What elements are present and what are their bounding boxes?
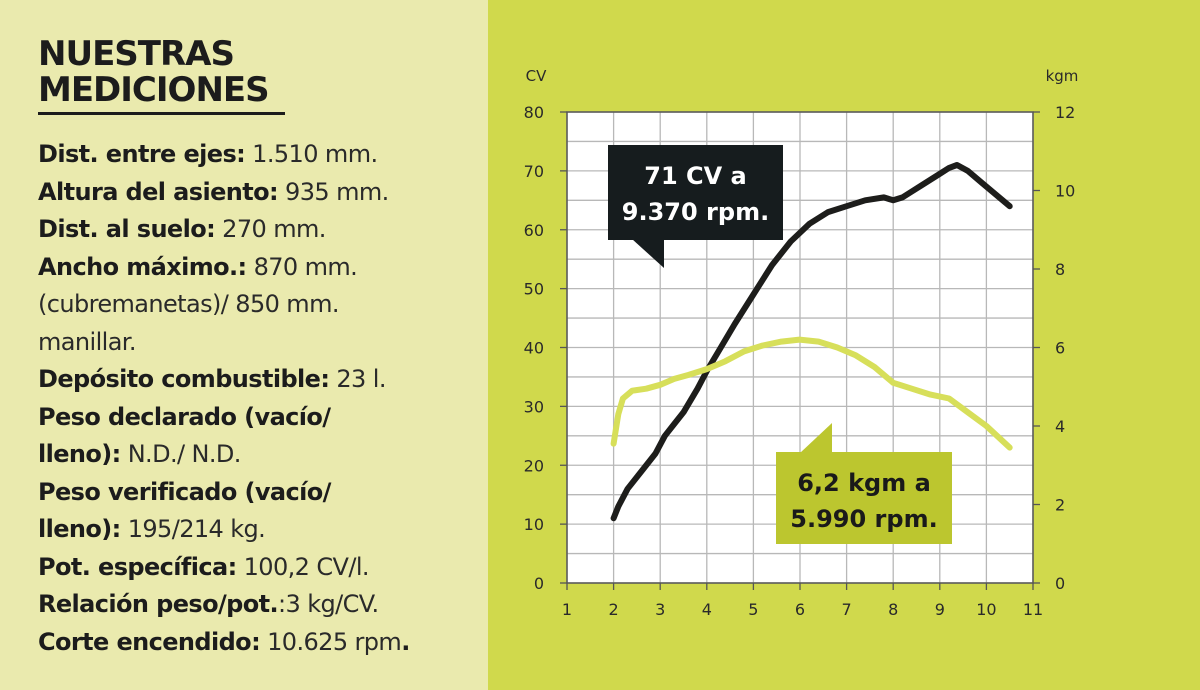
spec-value: (cubremanetas)/ 850 mm. — [38, 290, 340, 318]
x-tick-label: 9 — [935, 600, 945, 619]
x-tick-label: 2 — [609, 600, 619, 619]
spec-value: 270 mm. — [215, 215, 326, 243]
spec-value: 10.625 rpm — [260, 627, 402, 656]
y-right-axis-label: kgm — [1046, 67, 1079, 85]
spec-label: Ancho máximo.: — [38, 252, 247, 281]
callout-text-line-2: 5.990 rpm. — [790, 505, 937, 533]
callout-box — [608, 145, 783, 240]
y-left-tick-label: 30 — [524, 397, 544, 416]
x-tick-label: 4 — [702, 600, 712, 619]
spec-value: 935 mm. — [278, 177, 389, 206]
power-peak-callout: 71 CV a 9.370 rpm. — [608, 145, 783, 268]
spec-value: :3 kg/CV. — [278, 590, 379, 618]
spec-line: lleno): 195/214 kg. — [38, 511, 484, 549]
spec-label: Peso declarado (vacío/ — [38, 402, 331, 431]
spec-line: Ancho máximo.: 870 mm. — [38, 249, 484, 287]
spec-line: Relación peso/pot.:3 kg/CV. — [38, 586, 484, 624]
spec-line: Altura del asiento: 935 mm. — [38, 174, 484, 212]
x-tick-label: 1 — [562, 600, 572, 619]
spec-line: Pot. específica: 100,2 CV/l. — [38, 549, 484, 587]
spec-label: lleno): — [38, 515, 121, 543]
panel-title: NUESTRAS MEDICIONES — [38, 34, 270, 110]
y-right-tick-label: 12 — [1055, 103, 1075, 122]
panel-title-line-2: MEDICIONES — [38, 70, 270, 110]
spec-line: Dist. entre ejes: 1.510 mm. — [38, 136, 484, 174]
spec-value: manillar. — [38, 327, 137, 356]
y-right-tick-label: 10 — [1055, 182, 1075, 201]
spec-label: Altura del asiento: — [38, 177, 279, 206]
y-left-tick-label: 20 — [524, 456, 544, 475]
spec-line: Depósito combustible: 23 l. — [38, 361, 484, 399]
spec-value: 23 l. — [329, 365, 386, 393]
y-right-tick-label: 4 — [1055, 417, 1065, 436]
spec-line: (cubremanetas)/ 850 mm. — [38, 286, 484, 324]
y-left-tick-label: 70 — [524, 162, 544, 181]
spec-label: Dist. entre ejes: — [38, 140, 246, 168]
y-right-tick-label: 8 — [1055, 260, 1065, 279]
spec-label-tail: . — [401, 627, 410, 656]
y-left-tick-label: 40 — [524, 339, 544, 358]
x-tick-label: 10 — [976, 600, 996, 619]
x-tick-label: 3 — [655, 600, 665, 619]
spec-line: Dist. al suelo: 270 mm. — [38, 211, 484, 249]
y-left-tick-label: 80 — [524, 103, 544, 122]
y-right-tick-label: 6 — [1055, 339, 1065, 358]
x-tick-label: 11 — [1023, 600, 1043, 619]
callout-text-line-1: 6,2 kgm a — [797, 469, 931, 497]
spec-value: 1.510 mm. — [245, 140, 378, 168]
power-curve — [610, 162, 1013, 522]
callout-pointer — [800, 423, 832, 453]
callout-pointer — [632, 239, 664, 268]
spec-label: lleno): — [38, 440, 121, 468]
spec-value: 195/214 kg. — [120, 515, 266, 543]
y-left-axis-label: CV — [526, 67, 547, 85]
x-tick-label: 7 — [842, 600, 852, 619]
spec-label: Relación peso/pot. — [38, 590, 279, 618]
spec-value: 870 mm. — [246, 252, 358, 281]
spec-label: Dist. al suelo: — [38, 215, 216, 243]
spec-label: Corte encendido: — [38, 627, 261, 656]
spec-label: Peso verificado (vacío/ — [38, 477, 331, 506]
measurements-panel: NUESTRAS MEDICIONES Dist. entre ejes: 1.… — [0, 0, 488, 690]
callout-text-line-2: 9.370 rpm. — [622, 198, 769, 226]
x-tick-label: 5 — [748, 600, 758, 619]
y-right-tick-label: 2 — [1055, 496, 1065, 515]
title-underline — [38, 112, 285, 115]
torque-curve — [610, 336, 1013, 451]
spec-line: Peso declarado (vacío/ — [38, 399, 484, 437]
y-left-tick-label: 50 — [524, 280, 544, 299]
y-left-tick-label: 60 — [524, 221, 544, 240]
spec-label: Depósito combustible: — [38, 365, 330, 393]
x-tick-label: 6 — [795, 600, 805, 619]
spec-line: Peso verificado (vacío/ — [38, 474, 484, 512]
spec-line: Corte encendido: 10.625 rpm. — [38, 624, 484, 662]
y-right-tick-label: 0 — [1055, 574, 1065, 593]
y-left-tick-label: 0 — [534, 574, 544, 593]
series-group — [610, 162, 1013, 522]
spec-label: Pot. específica: — [38, 552, 237, 581]
spec-line: lleno): N.D./ N.D. — [38, 436, 484, 474]
spec-line: manillar. — [38, 324, 484, 362]
spec-list: Dist. entre ejes: 1.510 mm. Altura del as… — [38, 136, 484, 661]
panel-title-line-1: NUESTRAS — [38, 34, 235, 74]
callout-text-line-1: 71 CV a — [644, 162, 747, 190]
spec-value: 100,2 CV/l. — [236, 552, 370, 581]
spec-value: N.D./ N.D. — [120, 440, 242, 468]
callouts: 71 CV a 9.370 rpm. 6,2 kgm a 5.990 rpm. — [608, 145, 952, 544]
callout-box — [776, 452, 952, 544]
torque-peak-callout: 6,2 kgm a 5.990 rpm. — [776, 423, 952, 544]
x-tick-label: 8 — [888, 600, 898, 619]
y-left-tick-label: 10 — [524, 515, 544, 534]
